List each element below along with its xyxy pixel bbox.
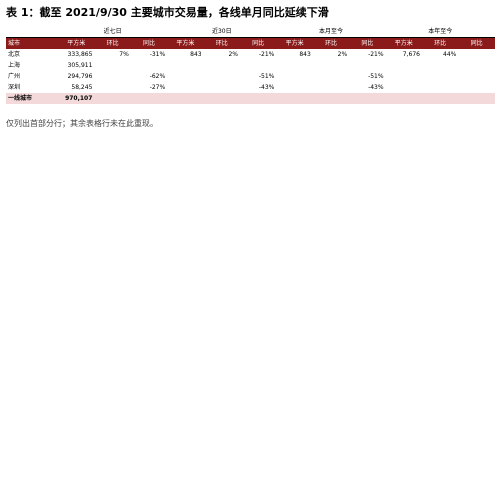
- table-row: 北京 333,865 7% -31% 843 2% -21% 843 2% -21% 7,676 44…: [6, 49, 495, 60]
- change-cell: [313, 60, 349, 71]
- area-cell: [167, 71, 203, 82]
- column-header: 环比: [203, 37, 240, 49]
- column-header: 环比: [312, 37, 350, 49]
- column-header: 城市: [6, 37, 58, 49]
- change-cell: [313, 82, 349, 93]
- group-header-spacer: [6, 26, 58, 38]
- change-cell: [240, 60, 276, 71]
- area-cell: 294,796: [67, 73, 93, 80]
- table-title: 表 1：截至 2021/9/30 主要城市交易量，各线单月同比延续下滑: [6, 6, 329, 19]
- column-header: 环比: [94, 37, 131, 49]
- change-cell: -27%: [149, 84, 166, 91]
- change-cell: [239, 93, 277, 104]
- change-cell: -43%: [258, 84, 275, 91]
- change-cell: [130, 93, 168, 104]
- change-cell: [312, 93, 350, 104]
- group-header-30d: 近30日: [167, 26, 277, 38]
- change-cell: 44%: [443, 51, 457, 58]
- change-cell: [204, 60, 240, 71]
- column-header: 平方米: [58, 37, 95, 49]
- table-row: 上海 305,911: [6, 60, 495, 71]
- change-cell: -51%: [368, 73, 384, 80]
- area-cell: 58,245: [71, 84, 93, 91]
- group-header-mtd: 本月至今: [276, 26, 386, 38]
- change-cell: [349, 60, 385, 71]
- city-name: 上海: [8, 62, 21, 69]
- column-header: 同比: [239, 37, 277, 49]
- area-cell: [167, 93, 204, 104]
- change-cell: 7%: [119, 51, 129, 58]
- column-header: 平方米: [276, 37, 313, 49]
- group-header-7d: 近七日: [58, 26, 168, 38]
- column-header: 环比: [421, 37, 459, 49]
- column-header: 同比: [130, 37, 168, 49]
- area-cell: [167, 82, 203, 93]
- area-cell: [276, 93, 313, 104]
- change-cell: 2%: [337, 51, 348, 58]
- change-cell: [203, 93, 240, 104]
- area-cell: [386, 82, 422, 93]
- sub-header-row: 城市 平方米 环比 同比 平方米 环比 同比 平方米 环比 同比 平方米 环比 …: [6, 37, 495, 49]
- change-cell: [204, 82, 240, 93]
- change-cell: [458, 60, 494, 71]
- change-cell: [94, 60, 130, 71]
- column-header: 同比: [458, 37, 495, 49]
- area-cell: [276, 82, 312, 93]
- city-name: 深圳: [8, 84, 21, 91]
- change-cell: [422, 71, 458, 82]
- area-cell: 333,865: [67, 51, 93, 58]
- change-cell: [458, 93, 495, 104]
- city-name: 广州: [8, 73, 21, 80]
- area-cell: [386, 71, 422, 82]
- change-cell: -51%: [258, 73, 275, 80]
- group-header-row: 近七日 近30日 本月至今 本年至今: [6, 26, 495, 38]
- tier-summary-row: 一线城市 970,107: [6, 93, 495, 104]
- change-cell: [458, 82, 494, 93]
- column-header: 平方米: [167, 37, 204, 49]
- column-header: 同比: [349, 37, 386, 49]
- change-cell: [94, 82, 130, 93]
- change-cell: -21%: [258, 51, 275, 58]
- table-body: 北京 333,865 7% -31% 843 2% -21% 843 2% -21% 7,676 44…: [6, 49, 495, 104]
- area-cell: 843: [190, 51, 202, 58]
- column-header: 平方米: [385, 37, 422, 49]
- city-name: 一线城市: [6, 93, 58, 104]
- area-cell: [276, 71, 312, 82]
- change-cell: 2%: [228, 51, 238, 58]
- area-cell: 970,107: [58, 93, 95, 104]
- area-cell: 843: [299, 51, 311, 58]
- change-cell: [458, 71, 494, 82]
- change-cell: [422, 60, 458, 71]
- change-cell: [204, 71, 240, 82]
- change-cell: [94, 71, 130, 82]
- change-cell: [458, 49, 494, 60]
- change-cell: [421, 93, 459, 104]
- change-cell: -62%: [149, 73, 166, 80]
- change-cell: [422, 82, 458, 93]
- change-cell: [349, 93, 386, 104]
- partial-note: 仅列出首部分行；其余表格行未在此重现。: [6, 119, 158, 128]
- change-cell: -21%: [368, 51, 384, 58]
- change-cell: [313, 71, 349, 82]
- area-cell: [167, 60, 203, 71]
- change-cell: [131, 60, 167, 71]
- transaction-table: 近七日 近30日 本月至今 本年至今 城市 平方米 环比 同比 平方米 环比 同…: [6, 26, 495, 104]
- change-cell: -43%: [368, 84, 384, 91]
- table-row: 广州 294,796 -62% -51% -51%: [6, 71, 495, 82]
- table-row: 深圳 58,245 -27% -43% -43%: [6, 82, 495, 93]
- area-cell: [385, 93, 422, 104]
- area-cell: 7,676: [402, 51, 420, 58]
- change-cell: -31%: [149, 51, 166, 58]
- group-header-ytd: 本年至今: [385, 26, 495, 38]
- area-cell: [386, 60, 422, 71]
- change-cell: [94, 93, 131, 104]
- area-cell: [276, 60, 312, 71]
- area-cell: 305,911: [67, 62, 93, 69]
- city-name: 北京: [8, 51, 21, 58]
